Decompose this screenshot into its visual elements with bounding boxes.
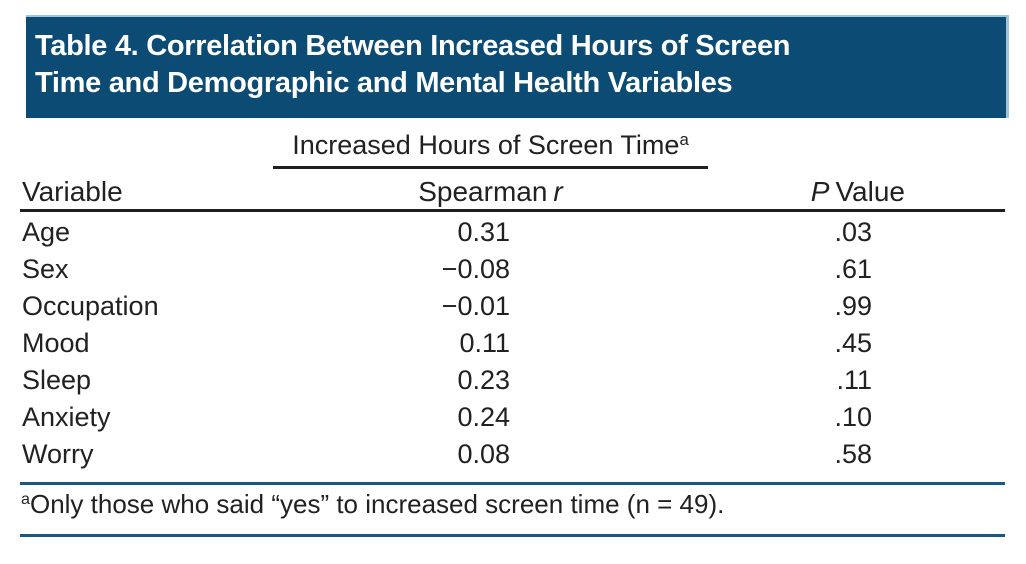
p-value-cell: .61 [834, 254, 872, 284]
spearman-r-symbol: r [553, 176, 563, 207]
spanner-footnote-marker: a [679, 129, 689, 149]
column-header-spearman: Spearman r [273, 176, 708, 208]
variable-cell: Sex [22, 254, 69, 284]
p-value-cell: .03 [834, 217, 872, 247]
table-row: Mood 0.11 .45 [20, 325, 1005, 362]
spearman-cell: −0.08 [441, 254, 510, 284]
p-value-cell: .11 [836, 365, 872, 395]
table-row: Occupation −0.01 .99 [20, 288, 1005, 325]
bottom-rule [20, 534, 1005, 537]
footnote: aOnly those who said “yes” to increased … [21, 489, 724, 520]
column-header-variable: Variable [22, 176, 123, 207]
variable-cell: Anxiety [22, 402, 111, 432]
variable-cell: Age [22, 217, 71, 247]
spearman-cell: 0.11 [459, 328, 510, 358]
variable-cell: Mood [22, 328, 90, 358]
footnote-text: Only those who said “yes” to increased s… [29, 489, 725, 519]
table-row: Anxiety 0.24 .10 [20, 399, 1005, 436]
p-value-cell: .45 [834, 328, 872, 358]
spanner-label: Increased Hours of Screen Time [292, 130, 680, 160]
spearman-cell: 0.24 [457, 402, 510, 432]
spearman-cell: 0.23 [457, 365, 510, 395]
spearman-cell: 0.08 [457, 439, 510, 469]
header-rule [20, 209, 1005, 212]
table-row: Sleep 0.23 .11 [20, 362, 1005, 399]
table-row: Sex −0.08 .61 [20, 251, 1005, 288]
table-row: Age 0.31 .03 [20, 214, 1005, 251]
p-value-cell: .58 [834, 439, 872, 469]
column-header-p-value: P Value [811, 176, 905, 208]
variable-cell: Worry [22, 439, 94, 469]
spanner-header: Increased Hours of Screen Timea [273, 130, 708, 169]
footnote-top-rule [20, 482, 1005, 485]
spearman-cell: −0.01 [441, 291, 510, 321]
table-row: Worry 0.08 .58 [20, 436, 1005, 473]
variable-cell: Sleep [22, 365, 92, 395]
variable-cell: Occupation [22, 291, 159, 321]
p-symbol: P [810, 176, 830, 207]
spearman-label: Spearman [418, 176, 548, 207]
footnote-marker: a [21, 490, 30, 509]
table-title: Table 4. Correlation Between Increased H… [35, 30, 791, 99]
p-value-cell: .99 [834, 291, 872, 321]
table-title-bar: Table 4. Correlation Between Increased H… [26, 15, 1009, 118]
column-header-row: Variable Spearman r P Value [20, 174, 1005, 208]
p-value-label: Value [835, 176, 905, 207]
p-value-cell: .10 [834, 402, 872, 432]
table-body: Age 0.31 .03 Sex −0.08 .61 Occupation −0… [20, 214, 1005, 473]
spearman-cell: 0.31 [457, 217, 510, 247]
